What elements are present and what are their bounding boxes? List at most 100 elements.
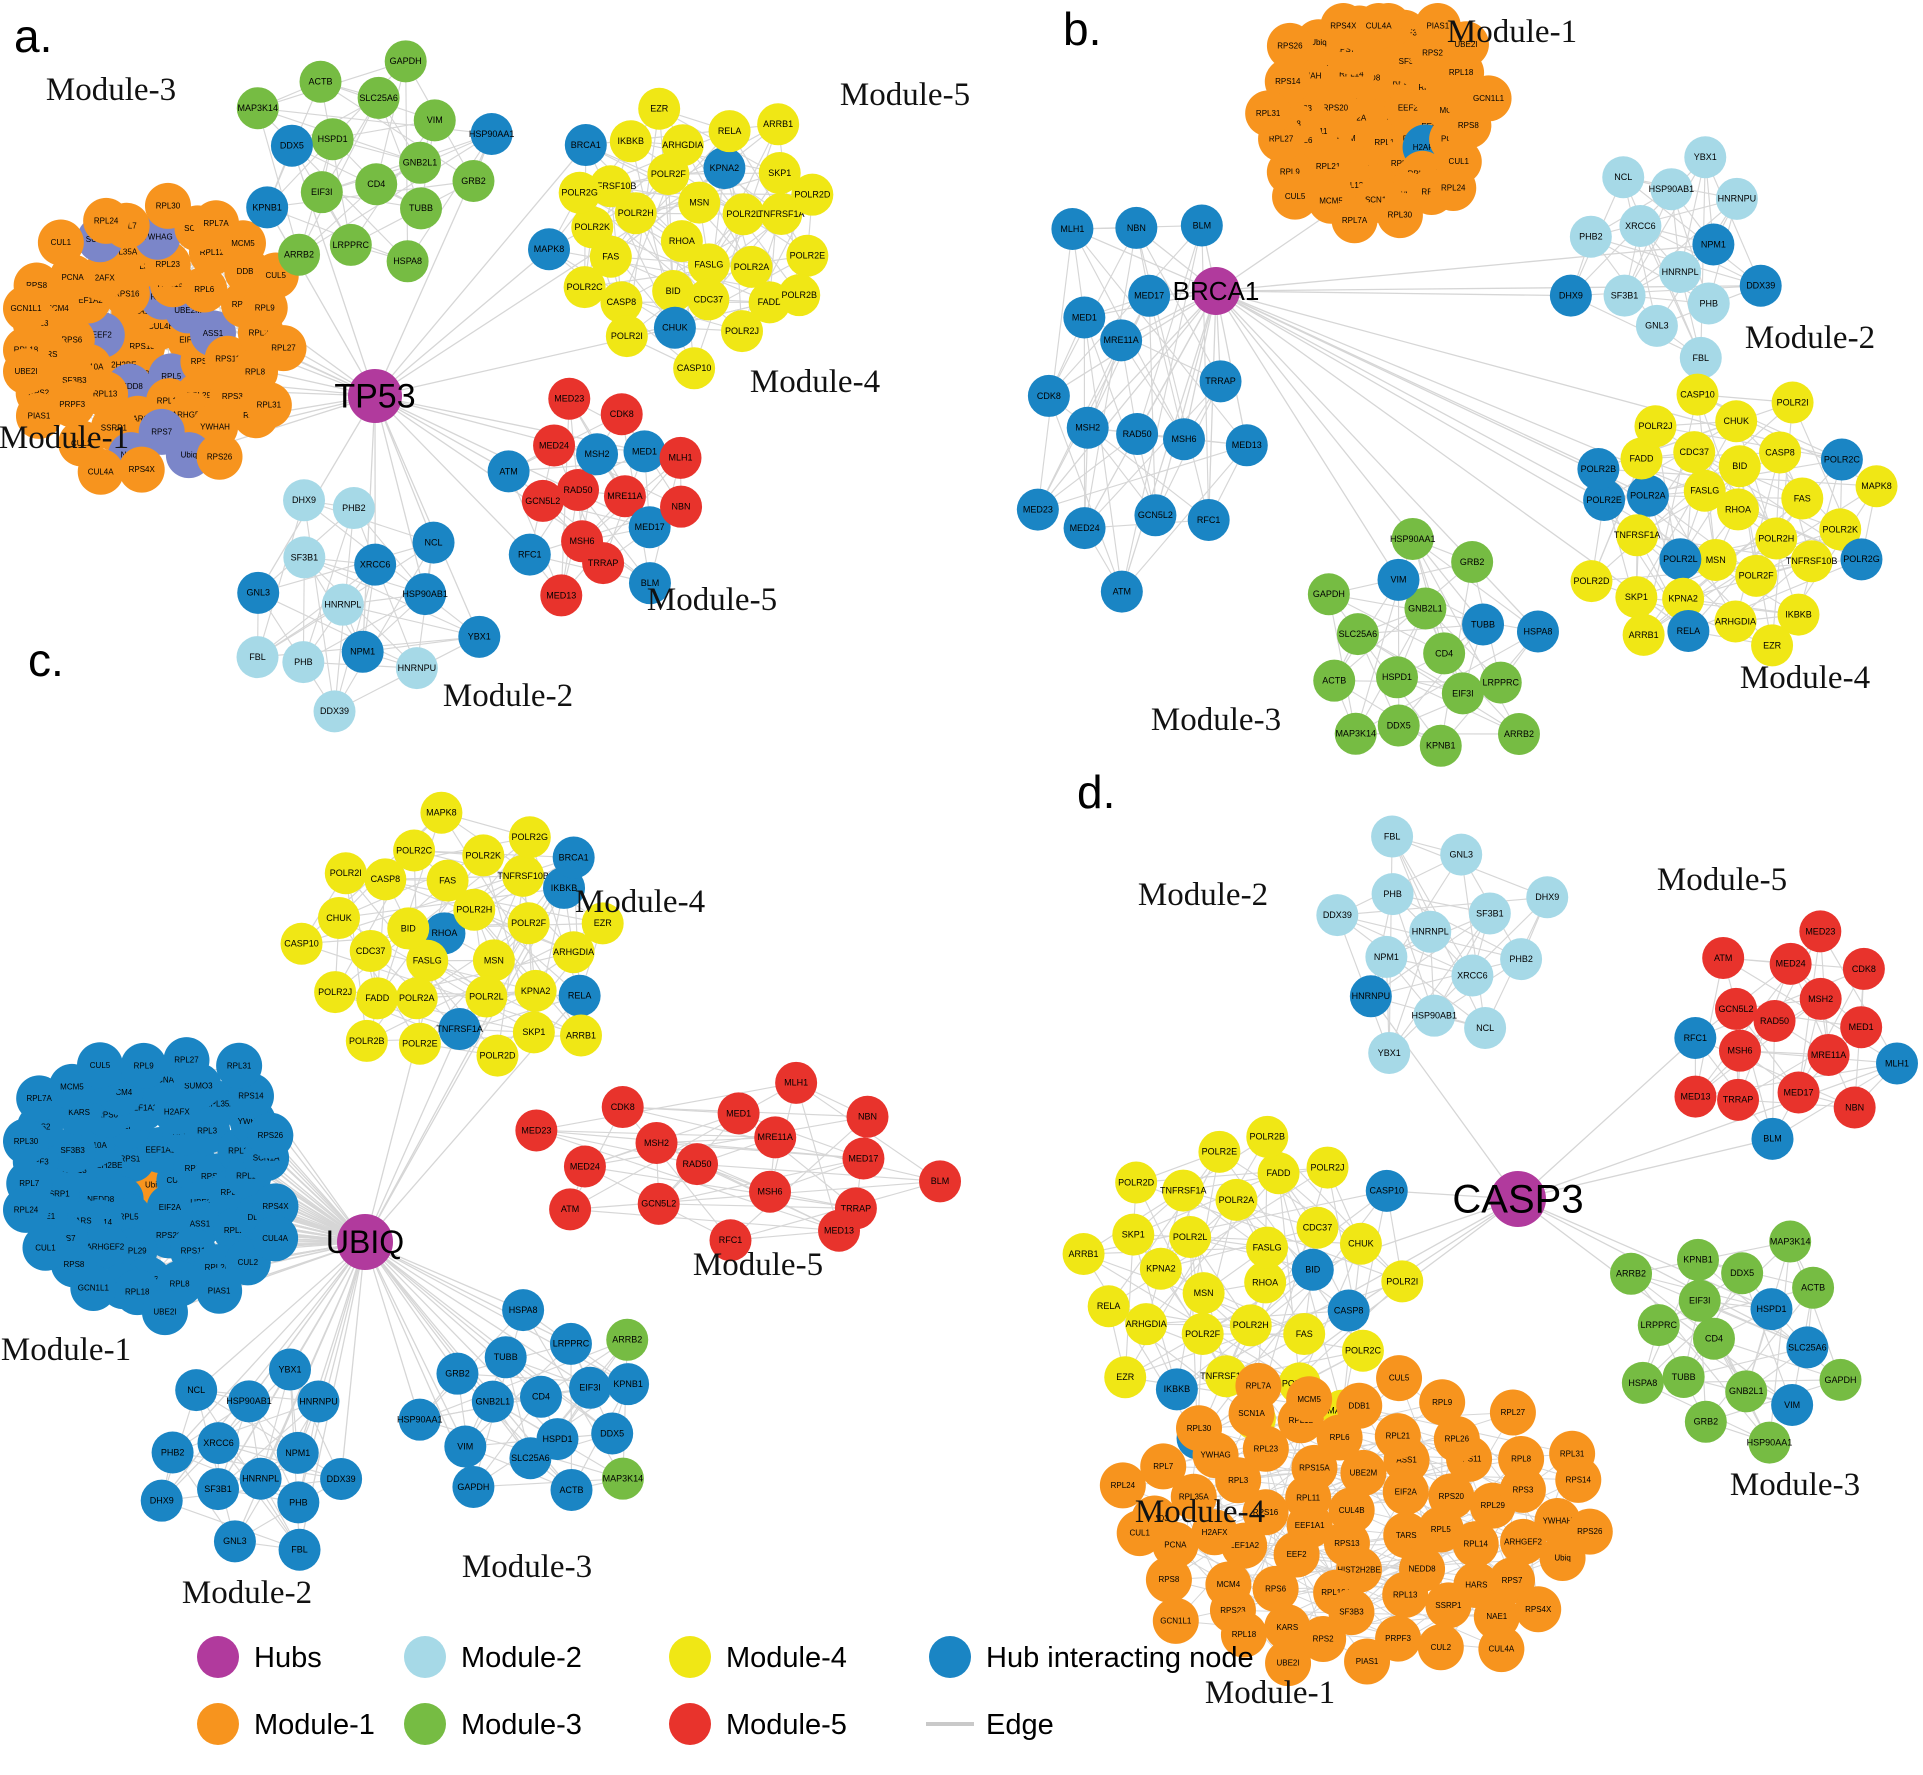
node-label-RPL30: RPL30 xyxy=(1187,1424,1212,1433)
node-TUBB xyxy=(1662,1355,1705,1398)
node-SLC25A6 xyxy=(357,76,400,119)
hub-edge xyxy=(1183,290,1217,440)
node-PHB xyxy=(1371,873,1414,916)
node-MSH6 xyxy=(1162,418,1205,461)
node-POLR2H xyxy=(614,192,657,235)
node-label-MLH1: MLH1 xyxy=(668,453,692,463)
node-EZR xyxy=(638,87,681,130)
node-label-MED17: MED17 xyxy=(635,522,665,532)
node-label-CASP10: CASP10 xyxy=(284,939,319,949)
node-label-TNFRSF1A: TNFRSF1A xyxy=(1614,530,1661,540)
node-IKBKB xyxy=(609,120,652,163)
node-label-NBN: NBN xyxy=(858,1112,877,1122)
edge xyxy=(1704,156,1762,287)
node-label-GAPDH: GAPDH xyxy=(457,1482,489,1492)
node-label-RPL24: RPL24 xyxy=(1441,184,1466,193)
node-label-POLR2J: POLR2J xyxy=(318,987,352,997)
hub-edge xyxy=(364,1241,572,1345)
node-label-POLR2E: POLR2E xyxy=(790,251,826,261)
node-ARHGDIA xyxy=(552,931,595,974)
edge xyxy=(1183,1166,1328,1192)
node-label-RPL11: RPL11 xyxy=(1296,1493,1320,1502)
node-POLR2F xyxy=(1735,554,1778,597)
node-label-POLR2B: POLR2B xyxy=(781,290,817,300)
node-ARRB1 xyxy=(1622,613,1665,656)
node-label-RPL27: RPL27 xyxy=(1501,1408,1526,1417)
node-label-RPS13: RPS13 xyxy=(129,342,155,351)
node-CUL1 xyxy=(22,1224,69,1271)
node-label-GCN5L2: GCN5L2 xyxy=(525,496,560,506)
node-MED24 xyxy=(1063,507,1106,550)
node-EIF3I xyxy=(300,171,343,214)
edge xyxy=(1647,495,1757,577)
edge xyxy=(1639,225,1702,359)
node-RAD50 xyxy=(557,469,600,512)
node-SKP1 xyxy=(1112,1213,1155,1256)
node-label-RPL31: RPL31 xyxy=(257,401,282,410)
node-YBX1 xyxy=(1684,136,1727,179)
node-GAPDH xyxy=(1819,1358,1862,1401)
node-label-MCM5: MCM5 xyxy=(1319,196,1343,205)
node-PIAS1 xyxy=(196,1267,243,1314)
panel-b-nodes: RPS13CUL4BTARSEEF1A1EIF2AHIST2H2BERPL11R… xyxy=(1016,3,1898,767)
node-POLR2I xyxy=(324,852,367,895)
node-POLR2A xyxy=(1626,474,1669,517)
edge xyxy=(1683,1346,1808,1378)
node-label-RPL31: RPL31 xyxy=(1560,1449,1585,1458)
node-label-RPL24: RPL24 xyxy=(14,1205,39,1214)
node-label-SF3B3: SF3B3 xyxy=(60,1146,85,1155)
node-label-EEF1A2: EEF1A2 xyxy=(128,1104,158,1113)
node-KPNB1 xyxy=(246,186,289,229)
node-label-CDC37: CDC37 xyxy=(1679,447,1709,457)
node-label-RAD50: RAD50 xyxy=(1760,1016,1789,1026)
node-label-KPNA2: KPNA2 xyxy=(1146,1264,1176,1274)
node-MAP3K14 xyxy=(236,87,279,130)
node-label-EZR: EZR xyxy=(594,918,613,928)
node-label-FADD: FADD xyxy=(1267,1168,1292,1178)
node-MAP3K14 xyxy=(1334,712,1377,755)
node-POLR2J xyxy=(720,310,763,353)
node-label-YBX1: YBX1 xyxy=(1694,152,1717,162)
node-label-POLR2A: POLR2A xyxy=(1630,491,1666,501)
node-POLR2D xyxy=(476,1034,519,1077)
module-label-a-Module-1: Module-1 xyxy=(0,420,129,456)
node-label-RPS20: RPS20 xyxy=(1323,104,1349,113)
node-MED1 xyxy=(717,1092,760,1135)
node-FASLG xyxy=(687,243,730,286)
node-label-MED24: MED24 xyxy=(1776,959,1806,969)
node-label-HNRNPL: HNRNPL xyxy=(1662,267,1699,277)
node-label-RPL29: RPL29 xyxy=(1480,1501,1505,1510)
node-SKP1 xyxy=(1615,576,1658,619)
node-label-CASP8: CASP8 xyxy=(1334,1305,1364,1315)
node-MED24 xyxy=(533,424,576,467)
node-label-RPS23: RPS23 xyxy=(1220,1606,1246,1615)
node-label-GAPDH: GAPDH xyxy=(390,56,422,66)
edge xyxy=(416,922,529,999)
node-label-RPS20: RPS20 xyxy=(1439,1492,1465,1501)
node-ATM xyxy=(487,450,530,493)
node-label-UBE2I: UBE2I xyxy=(1276,1659,1299,1668)
node-GAPDH xyxy=(384,40,427,83)
node-SKP1 xyxy=(512,1011,555,1054)
node-POLR2J xyxy=(1634,405,1677,448)
node-GCN5L2 xyxy=(521,479,564,522)
node-label-RPS14: RPS14 xyxy=(238,1092,264,1101)
node-label-GRB2: GRB2 xyxy=(461,176,486,186)
node-MLH1 xyxy=(659,436,702,479)
node-CD4 xyxy=(519,1375,562,1418)
module-label-a-Module-5: Module-5 xyxy=(647,582,777,618)
module-label-c-Module-4: Module-4 xyxy=(575,884,705,920)
node-label-CUL2: CUL2 xyxy=(238,1258,259,1267)
node-POLR2G xyxy=(1840,538,1883,581)
node-RPS4X xyxy=(252,1183,299,1230)
legend-label-Module-2: Module-2 xyxy=(461,1642,582,1674)
node-DDX39 xyxy=(1316,894,1359,937)
node-label-GNB2L1: GNB2L1 xyxy=(1408,603,1443,613)
node-POLR2I xyxy=(605,315,648,358)
node-label-CUL4B: CUL4B xyxy=(148,322,174,331)
node-POLR2C xyxy=(1820,438,1863,481)
node-label-KPNB1: KPNB1 xyxy=(1426,741,1456,751)
edge xyxy=(1713,1338,1841,1381)
node-HSPD1 xyxy=(1750,1288,1793,1331)
edge xyxy=(291,145,422,209)
